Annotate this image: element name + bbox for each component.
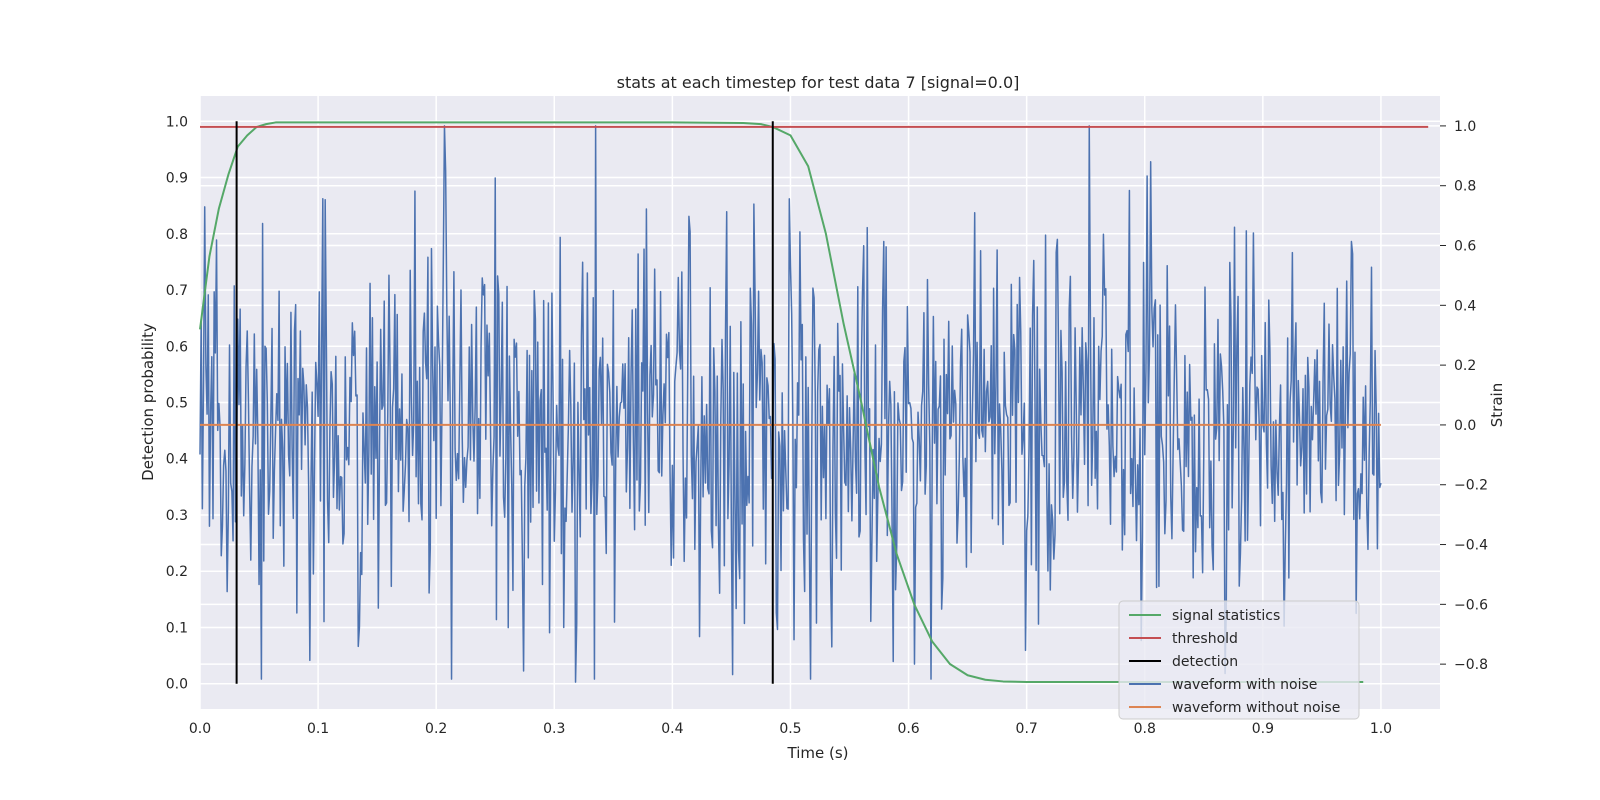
x-tick-label: 1.0 [1370,721,1392,737]
legend-label-signal-statistics: signal statistics [1172,608,1280,624]
x-tick-label: 0.2 [425,721,447,737]
y-right-tick-label: −0.4 [1454,538,1488,554]
y-left-tick-label: 0.5 [166,396,188,412]
legend-label-waveform-without-noise: waveform without noise [1172,700,1340,716]
x-axis-label: Time (s) [787,744,849,762]
x-tick-label: 0.3 [543,721,565,737]
x-tick-label: 0.7 [1016,721,1038,737]
y-left-tick-label: 0.7 [166,283,188,299]
x-tick-labels: 0.0 0.1 0.2 0.3 0.4 0.5 0.6 0.7 0.8 0.9 1.0 [189,721,1392,737]
y-right-axis-label: Strain [1488,383,1506,427]
y-right-tick-label: −0.8 [1454,657,1488,673]
series-signal-statistics [199,121,1364,684]
y-left-tick-label: 0.1 [166,620,188,636]
y-right-tick-label: 1.0 [1454,119,1476,135]
y-right-tick-label: 0.6 [1454,239,1476,255]
y-left-tick-label: 0.9 [166,171,188,187]
y-right-tick-label: 0.4 [1454,298,1476,314]
legend-label-detection: detection [1172,654,1238,670]
x-tick-label: 0.1 [307,721,329,737]
y-left-tick-label: 0.4 [166,452,188,468]
y-right-tick-label: 0.8 [1454,179,1476,195]
x-tick-label: 0.5 [779,721,801,737]
x-tick-label: 0.9 [1252,721,1274,737]
y-left-tick-label: 0.2 [166,564,188,580]
y-left-axis-label: Detection probability [139,323,157,481]
y-right-tick-labels: −0.8 −0.6 −0.4 −0.2 0.0 0.2 0.4 0.6 0.8 1.0 [1440,119,1488,673]
legend-label-threshold: threshold [1172,631,1238,647]
x-tick-label: 0.0 [189,721,211,737]
y-left-tick-label: 0.6 [166,339,188,355]
y-right-tick-label: 0.2 [1454,358,1476,374]
y-left-tick-label: 0.8 [166,227,188,243]
y-right-tick-label: 0.0 [1454,418,1476,434]
y-right-tick-label: −0.2 [1454,478,1488,494]
series-layer [199,121,1429,684]
y-left-tick-label: 1.0 [166,114,188,130]
x-tick-label: 0.4 [661,721,683,737]
chart-title: stats at each timestep for test data 7 [… [617,73,1020,92]
x-tick-label: 0.8 [1134,721,1156,737]
y-left-tick-labels: 0.0 0.1 0.2 0.3 0.4 0.5 0.6 0.7 0.8 0.9 1.0 [166,114,188,692]
legend-label-waveform-with-noise: waveform with noise [1172,677,1317,693]
y-left-tick-label: 0.3 [166,508,188,524]
y-right-tick-label: −0.6 [1454,597,1488,613]
x-tick-label: 0.6 [897,721,919,737]
series-waveform-with-noise [199,125,1382,683]
legend: signal statistics threshold detection wa… [1118,600,1360,720]
legend-box [1118,600,1360,720]
y-left-tick-label: 0.0 [166,677,188,693]
